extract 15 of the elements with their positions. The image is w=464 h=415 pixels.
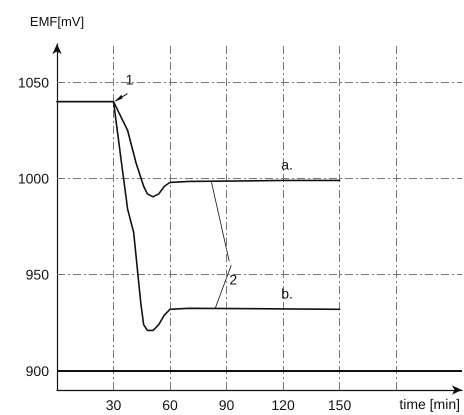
x-tick-label: 90: [218, 397, 235, 413]
x-tick-label: 150: [328, 397, 352, 413]
annotation: a.: [281, 156, 293, 172]
x-tick-label: 30: [106, 397, 122, 413]
y-tick-label: 1050: [18, 74, 50, 90]
x-axis-title: time [min]: [399, 396, 460, 412]
y-tick-label: 900: [26, 362, 50, 379]
annotation: 1: [126, 72, 134, 88]
annotation: 2: [229, 271, 238, 288]
annotation: b.: [281, 285, 293, 302]
y-tick-label: 950: [26, 266, 50, 283]
x-tick-label: 120: [271, 397, 295, 413]
y-tick-label: 1000: [18, 170, 50, 187]
y-axis-title: EMF[mV]: [30, 14, 84, 29]
x-tick-label: 60: [162, 397, 178, 413]
